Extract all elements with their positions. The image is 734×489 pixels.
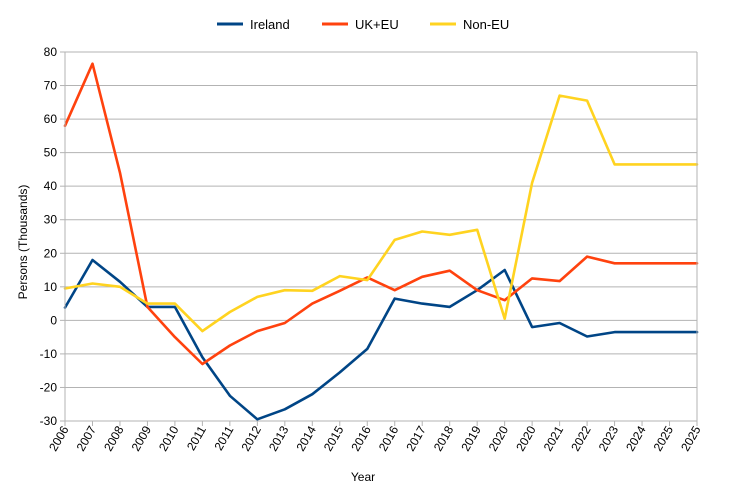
series-lines [63,62,699,421]
x-tick-label: 2009 [129,423,155,453]
x-tick-labels: 2006 2007 2008 2009 2010 2011 2011 2012 2013 2014… [46,423,704,453]
y-tick-label: 0 [50,313,57,327]
y-tick-label: 10 [44,280,58,294]
x-tick-label: 2016 [376,423,402,453]
x-tick-label: 2007 [74,423,100,453]
axes [64,52,698,421]
y-axis-title: Persons (Thousands) [16,185,30,300]
x-tick-label: 2018 [431,423,457,453]
y-tick-label: 30 [44,213,58,227]
y-tick-label: 50 [44,146,58,160]
y-tick-label: 40 [44,179,58,193]
x-tick-label: 2020 [513,423,539,453]
x-tick-label: 2015 [321,423,347,453]
y-tick-label: 70 [44,79,58,93]
series-line-uk-eu [63,62,699,366]
series-line-non-eu [63,94,699,333]
y-tick-labels: -30 -20 -10 0 10 20 30 40 50 60 70 80 [40,45,58,428]
legend-label-uk-eu: UK+EU [355,17,399,32]
x-tick-label: 2014 [293,423,319,453]
x-tick-label: 2011 [184,423,209,453]
x-tick-label: 2022 [568,423,594,453]
y-tick-label: 20 [44,246,58,260]
x-tick-label: 2019 [458,423,484,453]
legend-label-ireland: Ireland [250,17,290,32]
y-tick-label: 80 [44,45,58,59]
x-tick-label: 2012 [238,423,264,453]
y-tick-label: 60 [44,112,58,126]
x-tick-label: 2017 [403,423,429,453]
x-tick-label: 2023 [596,423,622,453]
x-axis-title: Year [351,470,375,484]
y-tick-label: -20 [40,380,58,394]
x-tick-label: 2011 [211,423,236,453]
x-tick-label: 2013 [266,423,292,453]
x-tick-label: 2024 [623,423,649,453]
y-tick-label: -30 [40,414,58,428]
legend: Ireland UK+EU Non-EU [217,17,509,32]
gridlines [60,51,698,426]
series-line-ireland [63,258,699,421]
x-tick-label: 2025 [678,423,704,453]
x-tick-label: 2008 [101,423,127,453]
y-tick-label: -10 [40,347,58,361]
x-tick-label: 2025 [651,423,677,453]
x-tick-label: 2021 [541,423,567,453]
x-tick-label: 2016 [348,423,374,453]
legend-label-non-eu: Non-EU [463,17,509,32]
x-tick-label: 2020 [486,423,512,453]
x-tick-label: 2010 [156,423,182,453]
